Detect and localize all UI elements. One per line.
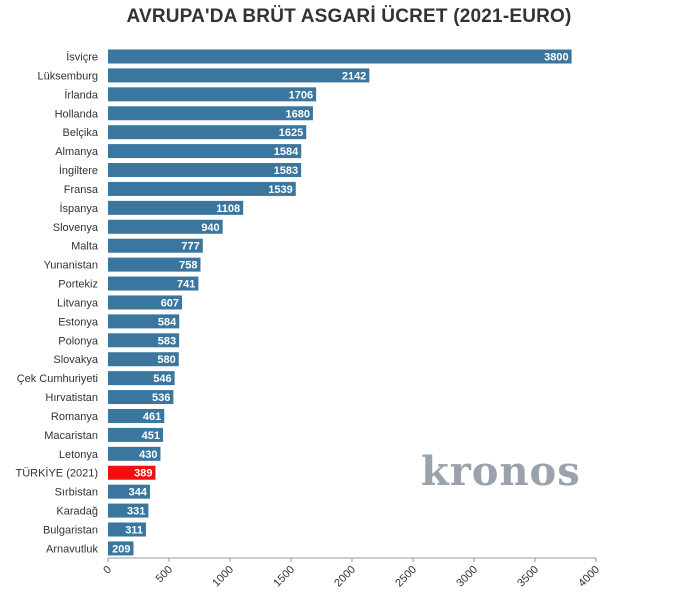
- data-label: 777: [181, 241, 199, 253]
- data-label: 344: [129, 487, 148, 499]
- category-label: İrlanda: [64, 88, 99, 101]
- bar: [108, 390, 174, 405]
- category-label: İngiltere: [59, 164, 98, 177]
- data-label: 331: [127, 506, 145, 518]
- data-label: 461: [143, 411, 161, 423]
- data-label: 583: [158, 335, 176, 347]
- data-label: 580: [157, 354, 175, 366]
- data-label: 389: [134, 468, 152, 480]
- bar: [108, 257, 201, 272]
- category-label: Romanya: [51, 411, 99, 423]
- x-tick-label: 1000: [210, 564, 236, 590]
- data-label: 430: [139, 449, 157, 461]
- bar: [108, 333, 180, 348]
- category-label: Slovakya: [53, 354, 99, 366]
- bar: [108, 181, 296, 196]
- category-label: Macaristan: [44, 430, 98, 442]
- bar: [108, 68, 370, 83]
- category-label: TÜRKİYE (2021): [15, 467, 98, 480]
- data-label: 1583: [274, 165, 298, 177]
- bar: [108, 87, 317, 102]
- category-label: Litvanya: [57, 297, 99, 309]
- category-label: Yunanistan: [44, 260, 98, 272]
- bar: [108, 200, 244, 215]
- category-label: İsviçre: [66, 51, 98, 64]
- bar: [108, 219, 223, 234]
- chart-title: AVRUPA'DA BRÜT ASGARİ ÜCRET (2021-EURO): [126, 6, 572, 27]
- bar: [108, 314, 180, 329]
- bar: [108, 295, 183, 310]
- category-label: Belçika: [63, 127, 99, 139]
- bar: [108, 484, 150, 499]
- data-label: 1706: [289, 89, 313, 101]
- category-label: Lüksemburg: [37, 70, 98, 82]
- x-tick-label: 500: [154, 564, 175, 585]
- category-label: Estonya: [58, 316, 99, 328]
- bar: [108, 49, 572, 64]
- bar: [108, 522, 146, 537]
- data-label: 3800: [544, 52, 568, 64]
- category-label: Sırbistan: [55, 487, 98, 499]
- data-label: 451: [142, 430, 160, 442]
- x-tick-label: 2500: [393, 564, 419, 590]
- category-label: Arnavutluk: [46, 543, 98, 555]
- x-tick-label: 1500: [271, 564, 297, 590]
- bar: [108, 503, 149, 518]
- category-label: İspanya: [59, 202, 98, 215]
- category-label: Polonya: [58, 335, 99, 347]
- bar: [108, 144, 302, 159]
- data-label: 311: [125, 525, 143, 537]
- x-tick-label: 0: [101, 564, 114, 577]
- category-label: Portekiz: [58, 279, 98, 291]
- data-label: 2142: [342, 70, 366, 82]
- bar: [108, 408, 165, 423]
- data-label: 209: [112, 543, 130, 555]
- bar: [108, 125, 307, 140]
- x-tick-label: 3000: [454, 564, 480, 590]
- bar: [108, 465, 156, 480]
- data-label: 1680: [285, 108, 309, 120]
- bar: [108, 541, 134, 556]
- x-tick-label: 4000: [576, 564, 602, 590]
- category-label: Malta: [71, 241, 99, 253]
- bar: [108, 446, 161, 461]
- data-label: 546: [153, 373, 171, 385]
- bar: [108, 238, 203, 253]
- data-label: 758: [179, 260, 197, 272]
- data-label: 1625: [279, 127, 303, 139]
- bar: [108, 163, 302, 178]
- data-label: 584: [158, 316, 177, 328]
- data-label: 741: [177, 279, 195, 291]
- data-label: 940: [201, 222, 219, 234]
- bar: [108, 352, 179, 367]
- category-label: Hırvatistan: [45, 392, 98, 404]
- category-label: Slovenya: [53, 222, 99, 234]
- data-label: 1108: [216, 203, 240, 215]
- category-label: Karadağ: [56, 506, 98, 518]
- bar: [108, 371, 175, 386]
- category-label: Letonya: [59, 449, 99, 461]
- category-label: Çek Cumhuriyeti: [17, 373, 98, 385]
- data-label: 536: [152, 392, 170, 404]
- bar: [108, 276, 199, 291]
- kronos-logo: kronos: [421, 448, 581, 495]
- bar: [108, 427, 164, 442]
- category-label: Bulgaristan: [43, 525, 98, 537]
- data-label: 607: [161, 297, 179, 309]
- data-label: 1584: [274, 146, 299, 158]
- category-label: Hollanda: [55, 108, 99, 120]
- bar: [108, 106, 313, 121]
- x-tick-label: 2000: [332, 564, 358, 590]
- category-label: Almanya: [55, 146, 99, 158]
- category-label: Fransa: [64, 184, 99, 196]
- data-label: 1539: [268, 184, 292, 196]
- x-tick-label: 3500: [515, 564, 541, 590]
